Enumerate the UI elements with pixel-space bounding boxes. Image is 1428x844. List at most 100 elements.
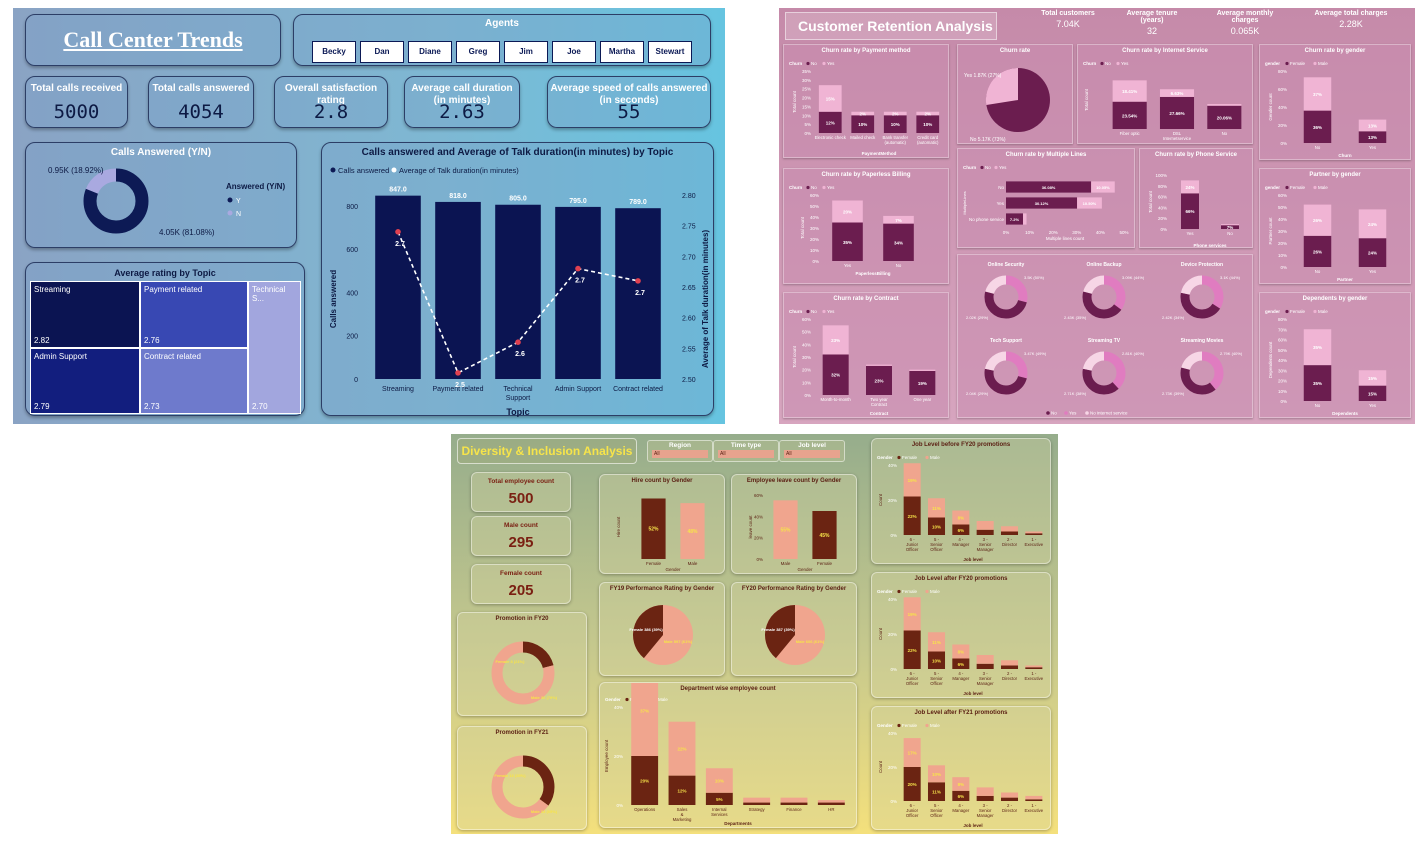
legend-title: gender [1265, 61, 1280, 66]
x-tick-label: Officer [930, 681, 943, 686]
x-tick-label: 40% [1096, 230, 1105, 235]
x-tick-label: Male [688, 561, 698, 566]
agent-button-dan[interactable]: Dan [360, 41, 404, 63]
x-tick-label: 2 - [1007, 671, 1013, 676]
x-axis-title: Topic [506, 407, 529, 417]
treemap-tile-payment[interactable]: Payment related 2.76 [140, 281, 248, 348]
x-tick-label: Streaming [382, 386, 414, 393]
legend-calls-label: Calls answered [338, 166, 389, 175]
data-label: 12% [826, 120, 835, 125]
slice-label: 3.09K (44%) [1122, 275, 1145, 280]
slice-no [1180, 351, 1224, 395]
bar-data-label: 789.0 [629, 199, 647, 206]
bar-streaming [375, 195, 421, 379]
x-tick-label: 0% [1003, 230, 1010, 235]
x-tick-label: Bank transfer [882, 135, 908, 140]
kpi-total-customers: Total customers 7.04K [1033, 10, 1103, 29]
department-chart: GenderFemaleMale0%20%40%20%37%Operations… [604, 683, 845, 826]
legend-swatch-female [1285, 185, 1289, 190]
legend-swatch-yes [822, 61, 826, 66]
y-tick-label: 40% [614, 705, 623, 710]
filter-value[interactable]: All [784, 450, 840, 458]
service-title: Online Backup [1086, 262, 1121, 268]
bar-no-no-phone-service [1006, 213, 1023, 225]
treemap-tile-contract[interactable]: Contract related 2.73 [140, 348, 248, 414]
agent-button-stewart[interactable]: Stewart [648, 41, 692, 63]
slice-no [984, 275, 1028, 319]
agent-button-becky[interactable]: Becky [312, 41, 356, 63]
data-label: 36.08% [1042, 185, 1056, 190]
bar-no-credit-card-automatic [916, 115, 940, 133]
tile-value: 2.79 [34, 402, 50, 411]
job-level-filter[interactable]: Job level All [779, 440, 845, 462]
bar-male-6-junior-officer [903, 463, 921, 497]
kpi-value: 2.28K [1339, 19, 1363, 29]
treemap-tile-technical[interactable]: Technical S... 2.70 [248, 281, 301, 414]
bar-yes-yes [832, 200, 863, 223]
legend-label-male: Male [930, 589, 940, 594]
fy19-rating-card: FY19 Performance Rating by Gender Female … [599, 582, 725, 676]
legend-title: Churn [963, 165, 976, 170]
slice-no-internet [984, 275, 1028, 319]
filter-value[interactable]: All [718, 450, 774, 458]
region-filter[interactable]: Region All [647, 440, 713, 462]
data-label: 10.05% [1096, 185, 1110, 190]
bar-male-yes [1358, 209, 1387, 239]
kpi-label: Male count [504, 522, 538, 529]
bar-male-3-senior-manager [976, 655, 994, 664]
treemap-tile-admin[interactable]: Admin Support 2.79 [30, 348, 140, 414]
data-label: 48% [687, 529, 698, 535]
filter-value[interactable]: All [652, 450, 708, 458]
agent-button-greg[interactable]: Greg [456, 41, 500, 63]
bar-female-1-executive [1025, 533, 1043, 535]
y-tick-label: 0% [1160, 227, 1167, 232]
y-tick-label: 35% [802, 69, 811, 74]
kpi-total-calls-answered: Total calls answered 4054 [148, 76, 254, 128]
bar-male-4-manager [952, 644, 970, 659]
legend-label-yes: Yes [827, 61, 835, 66]
department-card: Department wise employee countGenderFema… [599, 682, 857, 828]
bar-yes-mailed-check [851, 111, 875, 116]
churn-internet-chart: Churn No Yes 23.54% 18.41% Fiber optic 27.66% 6… [1083, 61, 1242, 141]
x-tick-label: Month-to-month [820, 397, 851, 402]
y-tick-label: 30% [1278, 368, 1287, 373]
agent-button-joe[interactable]: Joe [552, 41, 596, 63]
data-label: 13% [1368, 135, 1377, 140]
agent-button-martha[interactable]: Martha [600, 41, 644, 63]
y-tick-label: 20% [754, 536, 763, 541]
male-label: Male 597 (61%) [664, 639, 693, 644]
slice-female [765, 605, 795, 659]
y-axis-title: Total count [792, 90, 797, 113]
legend-swatch-female [1285, 309, 1289, 314]
tile-name: Technical S... [252, 285, 286, 303]
bar-contract-related [615, 208, 661, 379]
legend-label-female: Female [902, 455, 918, 460]
treemap-tile-streaming[interactable]: Streaming 2.82 [30, 281, 140, 348]
y-tick-label: 20% [1278, 379, 1287, 384]
y-tick-label: 30% [1278, 229, 1287, 234]
bar-no-month-to-month [822, 354, 849, 395]
kpi-label: Overall satisfaction rating [284, 83, 378, 106]
bar-male-hr [817, 800, 845, 803]
bar-male-no [1303, 329, 1332, 366]
x-tick-label: 6 - [910, 671, 916, 676]
card-title: Average rating by Topic [114, 268, 216, 278]
talk-duration-label: 2.7 [635, 290, 645, 297]
slice-label: 2.43K (35%) [1064, 315, 1087, 320]
bar-male-5-senior-officer [927, 498, 946, 518]
card-title: Churn rate [999, 48, 1031, 54]
y-tick-label: 0% [890, 799, 897, 804]
y-tick-label: 40% [888, 597, 897, 602]
agent-button-jim[interactable]: Jim [504, 41, 548, 63]
time-type-filter[interactable]: Time type All [713, 440, 779, 462]
data-label: 23% [874, 378, 883, 383]
legend-title: Gender [877, 723, 893, 728]
x-tick-label: 1 - [1031, 803, 1037, 808]
bar-female-yes [1358, 238, 1387, 267]
bar-female-3-senior-manager [976, 795, 994, 801]
x-tick-label: Junior [906, 542, 918, 547]
x-tick-label: Senior [930, 808, 943, 813]
talk-duration-label: 2.7 [575, 278, 585, 285]
agent-button-diane[interactable]: Diane [408, 41, 452, 63]
x-tick-label: 2 - [1007, 537, 1013, 542]
